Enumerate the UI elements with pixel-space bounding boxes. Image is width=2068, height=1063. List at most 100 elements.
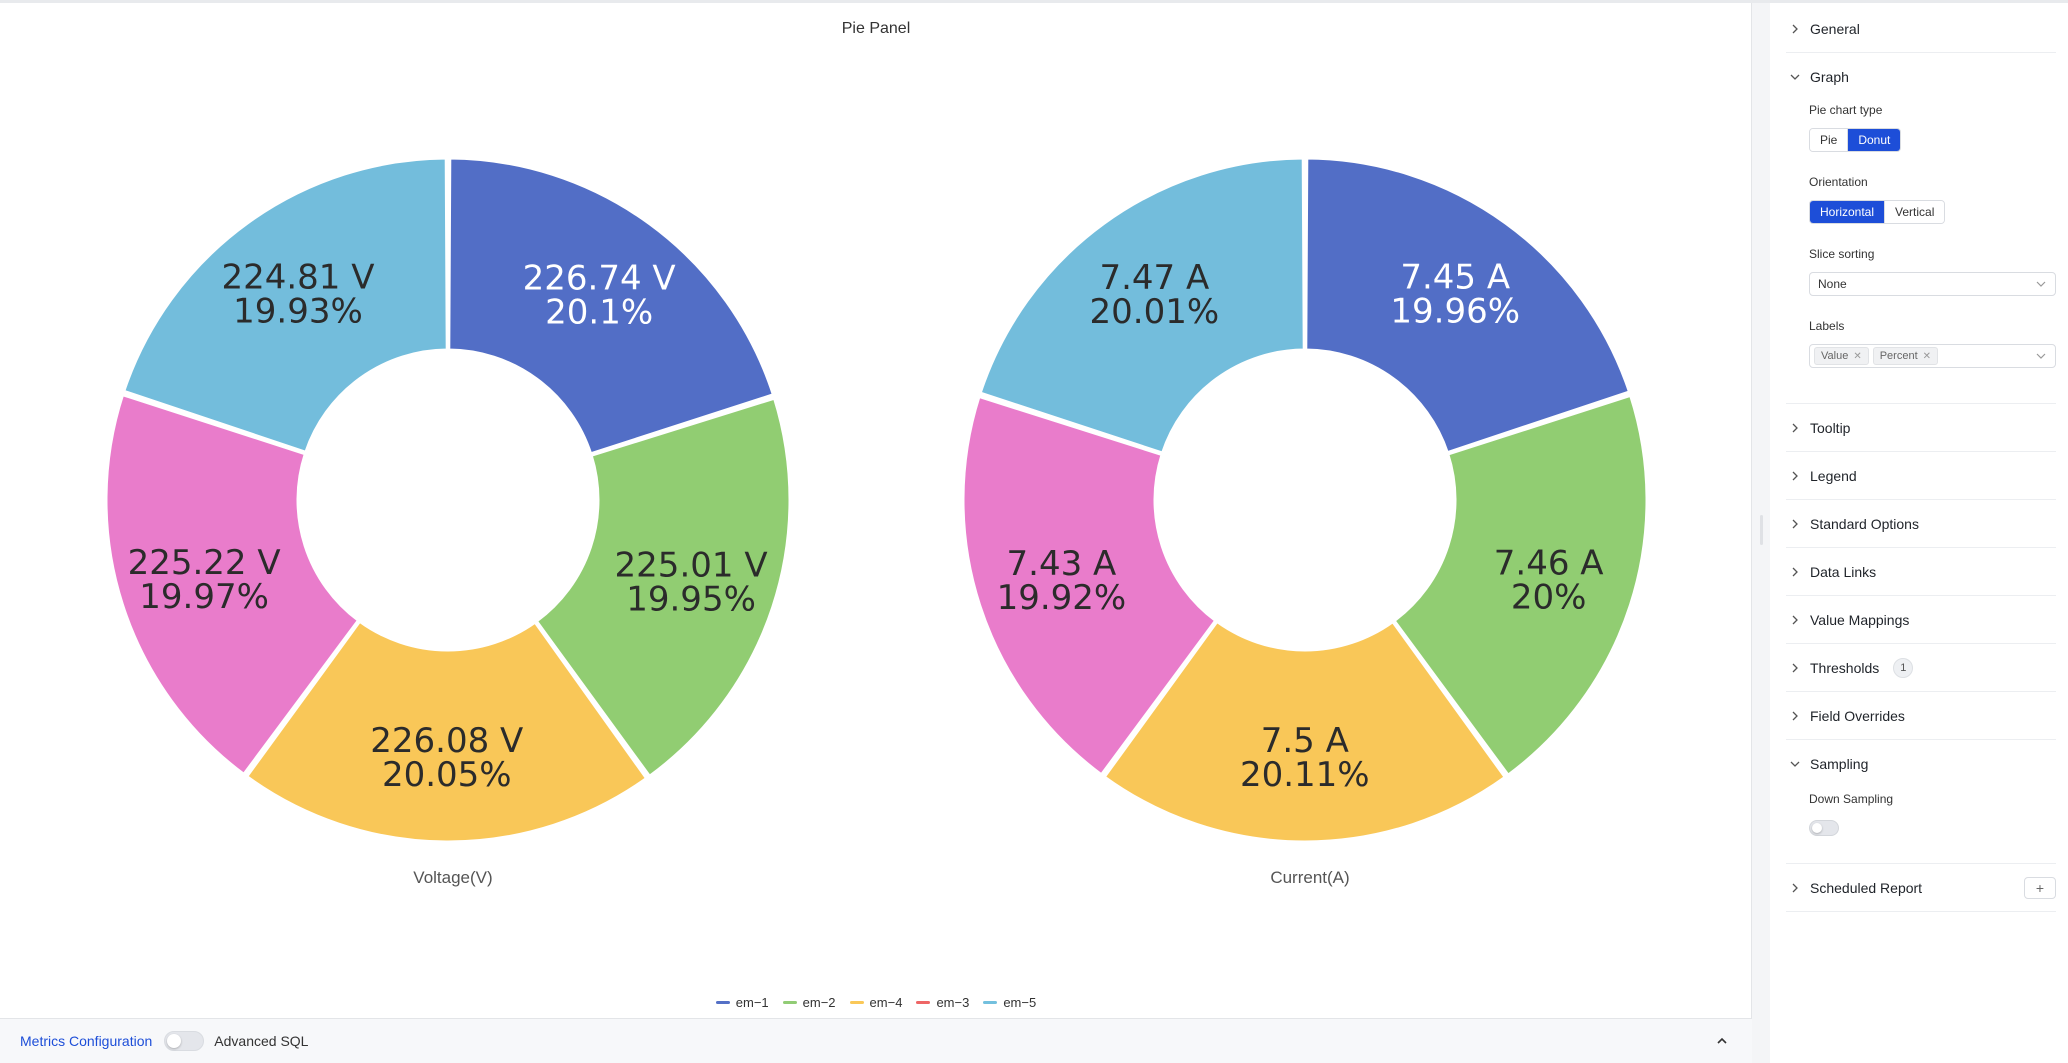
section-legend: Legend [1786,452,2056,500]
panel-title: Pie Panel [841,20,911,37]
donut-charts: 226.74 V20.1% 225.01 V19.95% 226.08 V20.05… [104,156,1649,887]
chevron-right-icon [1786,467,1804,485]
tag-label: Percent [1879,350,1918,362]
pie-slice[interactable] [1304,156,1631,455]
slice-value-label: 7.46 A [1494,544,1604,584]
pie-slice[interactable] [104,393,360,776]
slice-value-label: 226.08 V [370,721,523,761]
pie-slice[interactable] [447,156,775,456]
legend-item-em-3[interactable]: em−3 [916,995,969,1010]
slice-sorting-value: None [1818,277,1847,291]
slice-sorting-select[interactable]: None [1809,272,2056,296]
slice-value-label: 226.74 V [523,258,676,298]
down-sampling-toggle[interactable] [1809,820,1839,836]
section-title: Standard Options [1810,516,1919,532]
pie-chart-type-label: Pie chart type [1809,103,1883,117]
section-header-graph[interactable]: Graph [1786,53,2056,101]
legend-swatch [782,1001,797,1004]
slice-percent-label: 19.92% [997,578,1127,618]
legend-item-em-1[interactable]: em−1 [715,995,769,1010]
chevron-down-icon [2035,278,2047,293]
pie-slice[interactable] [245,619,649,844]
toggle-knob [1812,823,1822,833]
chart-title: Current(A) [1270,868,1349,887]
chevron-right-icon [1786,563,1804,581]
chevron-right-icon [1786,707,1804,725]
legend-swatch [983,1001,998,1004]
slice-percent-label: 19.93% [233,292,363,332]
section-thresholds: Thresholds 1 [1786,644,2056,692]
section-header-field-overrides[interactable]: Field Overrides [1786,692,2056,740]
chart-legend: em−1 em−2 em−4 em−3 em−5 [0,995,1752,1010]
chevron-right-icon [1786,659,1804,677]
slice-percent-label: 20.01% [1090,292,1220,332]
legend-label: em−5 [1003,995,1037,1010]
pie-slice[interactable] [961,394,1218,777]
vertical-option[interactable]: Vertical [1884,201,1945,223]
pie-panel: Pie Panel 226.74 V 20.1% 225.01 V 19.95% 226… [0,3,1752,1018]
legend-swatch [715,1001,730,1004]
metrics-configuration-link[interactable]: Metrics Configuration [20,1033,153,1049]
chevron-right-icon [1786,611,1804,629]
section-sampling: Sampling Down Sampling [1786,740,2056,864]
legend-label: em−4 [869,995,903,1010]
toggle-knob [167,1034,182,1048]
section-general: General [1786,5,2056,53]
section-title: Thresholds [1810,660,1880,676]
section-title: Value Mappings [1810,612,1910,628]
donut-option[interactable]: Donut [1847,129,1901,151]
add-scheduled-report-button[interactable]: + [2024,877,2056,899]
chevron-down-icon [1786,755,1804,773]
section-title: Data Links [1810,564,1877,580]
section-header-value-mappings[interactable]: Value Mappings [1786,596,2056,644]
section-header-data-links[interactable]: Data Links [1786,548,2056,596]
legend-item-em-2[interactable]: em−2 [782,995,836,1010]
slice-percent-label: 20.1% [545,292,653,332]
pie-slice[interactable] [1102,619,1507,844]
section-header-legend[interactable]: Legend [1786,452,2056,500]
legend-item-em-4[interactable]: em−4 [849,995,903,1010]
top-border [0,0,2068,3]
collapse-button[interactable] [1712,1031,1732,1051]
slice-sorting-label: Slice sorting [1809,247,1875,261]
slice-percent-label: 19.96% [1390,292,1520,332]
section-title: Scheduled Report [1810,880,1923,896]
donut-chart-2: 7.45 A19.96% 7.46 A20% 7.5 A20.11% 7.43 A19… [961,156,1649,887]
slice-value-label: 7.5 A [1261,721,1349,761]
section-header-thresholds[interactable]: Thresholds 1 [1786,644,2056,692]
chart-title: Voltage(V) [413,868,492,887]
section-header-general[interactable]: General [1786,5,2056,53]
section-header-scheduled-report[interactable]: Scheduled Report [1786,864,2056,912]
slice-percent-label: 19.97% [139,577,269,617]
section-title: Sampling [1810,756,1869,772]
pie-slice[interactable] [978,156,1306,455]
pie-option[interactable]: Pie [1810,129,1848,151]
pie-slice[interactable] [534,396,792,778]
advanced-sql-toggle[interactable] [164,1031,205,1051]
orientation-label: Orientation [1809,175,1868,189]
section-field-overrides: Field Overrides [1786,692,2056,740]
legend-label: em−3 [936,995,970,1010]
pie-slice[interactable] [1392,393,1649,777]
horizontal-option[interactable]: Horizontal [1810,201,1885,223]
section-header-standard-options[interactable]: Standard Options [1786,500,2056,548]
slice-value-label: 224.81 V [221,258,374,298]
pie-slice[interactable] [122,156,449,454]
legend-item-em-5[interactable]: em−5 [983,995,1036,1010]
section-header-sampling[interactable]: Sampling [1786,740,2056,788]
remove-tag-icon[interactable]: ✕ [1922,350,1932,362]
chevron-right-icon [1786,879,1804,897]
slice-value-label: 225.22 V [128,543,281,583]
chevron-up-icon [1717,1037,1727,1044]
section-header-tooltip[interactable]: Tooltip [1786,404,2056,452]
section-title: General [1810,21,1860,37]
section-tooltip: Tooltip [1786,404,2056,452]
labels-multiselect[interactable]: Value ✕ Percent ✕ [1809,344,2056,368]
resize-handle[interactable] [1760,515,1763,545]
section-title: Field Overrides [1810,708,1905,724]
section-data-links: Data Links [1786,548,2056,596]
plus-icon: + [2035,880,2045,896]
legend-swatch [849,1001,864,1004]
remove-tag-icon[interactable]: ✕ [1853,350,1862,362]
